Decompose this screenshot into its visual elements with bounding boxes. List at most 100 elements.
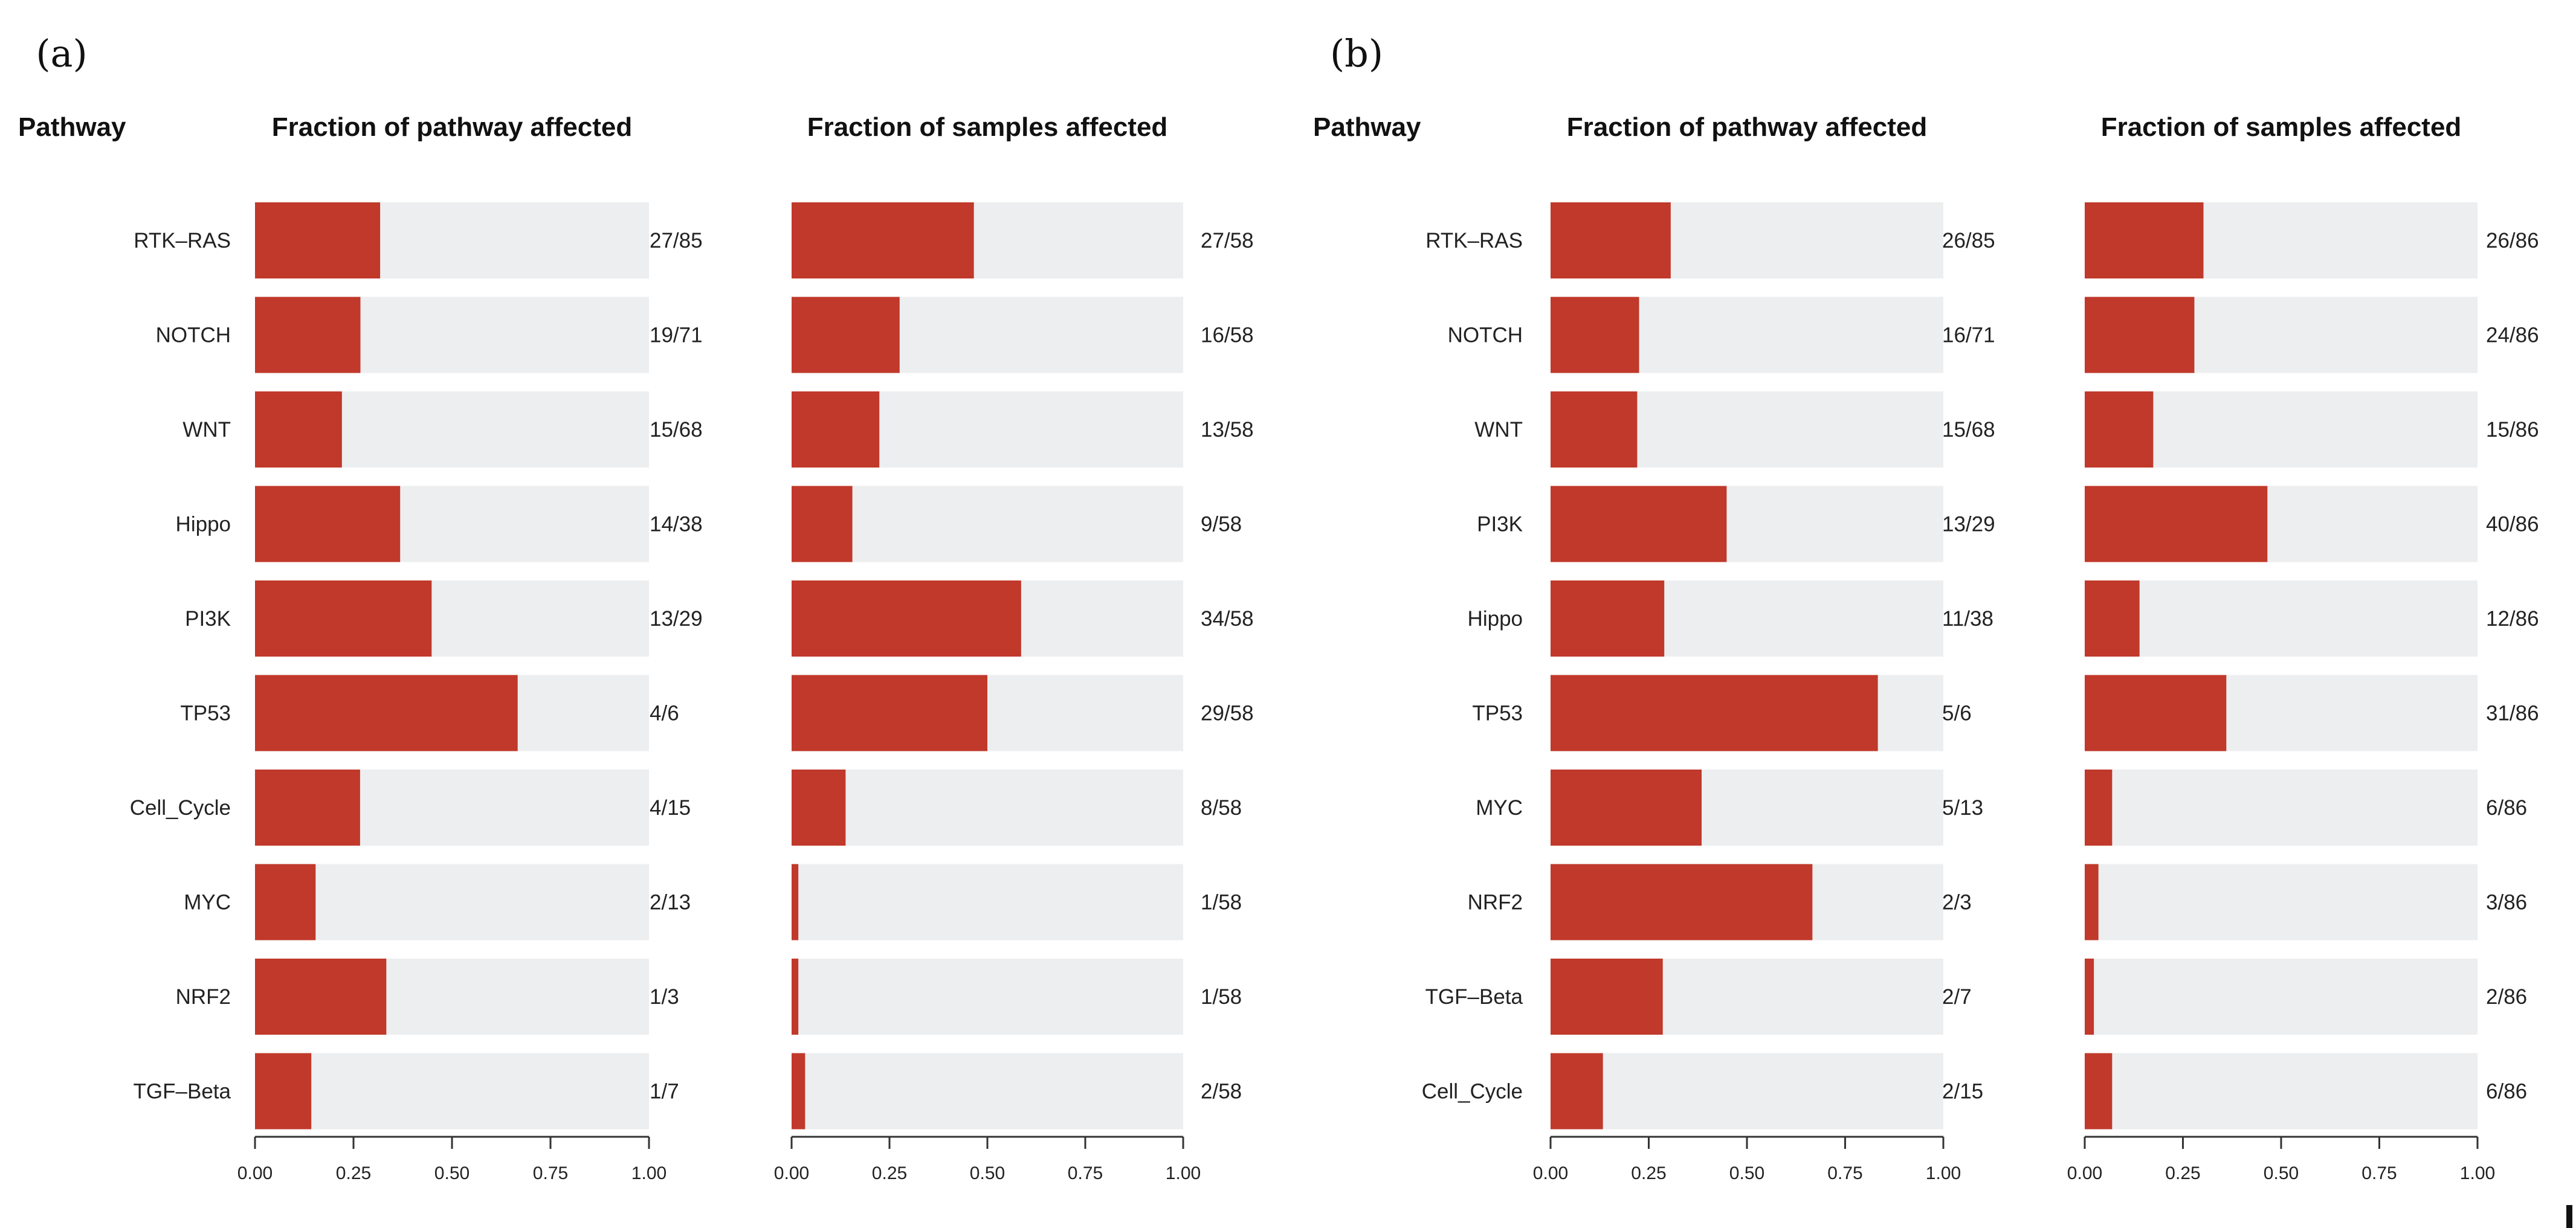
panel-1-series-2-data-label: 9/58 [1201,513,1242,536]
panel-2-series-1-bar [1551,959,1663,1035]
panel-2-series-1-data-label: 2/15 [1942,1080,1983,1104]
panel-2-series-2-bar [2085,770,2113,846]
panel-1-series-1-bar [255,580,432,657]
panel-2-series-2-bar [2085,580,2140,657]
panel-1-series-2-title: Fraction of samples affected [807,112,1168,142]
panel-1-series-2-bar [792,675,987,751]
panel-1-series-2-bar [792,202,974,278]
panel-1-series-1-data-label: 13/29 [650,607,703,631]
panel-1-series-1-bar [255,1053,312,1130]
panel-2-series-1-data-label: 13/29 [1942,513,1995,536]
panel-1-series-2-bar-background [792,1053,1183,1130]
panel-2-series-2-bar-background [2085,770,2478,846]
panel-2-series-2-x-tick-label: 0.75 [2361,1163,2397,1183]
panel-1-series-2-x-tick-label: 0.50 [970,1163,1005,1183]
panel-2-category-label: RTK–RAS [1425,229,1523,252]
panel-1-series-1-data-label: 27/85 [650,229,703,252]
panel-2-series-1-x-tick-label: 0.75 [1827,1163,1862,1183]
panel-1-series-2-x-tick-label: 1.00 [1166,1163,1201,1183]
panel-1-series-1-bar [255,959,387,1035]
panel-1-series-1-bar [255,391,342,468]
panel-2-series-2-data-label: 40/86 [2486,513,2539,536]
panel-2-series-2-bar-background [2085,1053,2478,1130]
panel-2-series-2-bar [2085,297,2195,373]
panel-1-series-1-bar-background [255,864,649,940]
panel-2-category-label: Cell_Cycle [1422,1080,1523,1104]
panel-1-series-1-data-label: 19/71 [650,324,703,347]
panel-2-series-1-data-label: 11/38 [1942,607,1993,631]
panel-2-category-label: MYC [1476,796,1523,820]
panel-2-series-1-bar [1551,580,1665,657]
panel-1-series-2-bar [792,391,880,468]
panel-2-series-2-bar [2085,675,2227,751]
panel-1-series-2-bar [792,486,853,562]
panel-1-category-label: TGF–Beta [134,1080,231,1104]
panel-2-series-2-data-label: 12/86 [2486,607,2539,631]
panel-1-series-2-data-label: 27/58 [1201,229,1254,252]
panel-2-series-2-data-label: 6/86 [2486,796,2527,820]
panel-1-series-1-x-tick-label: 0.50 [434,1163,470,1183]
panel-2-category-label: WNT [1474,418,1523,442]
panel-2-category-label: PI3K [1477,513,1523,536]
panel-2-series-2-data-label: 15/86 [2486,418,2539,442]
panel-1-series-1-data-label: 1/3 [650,985,679,1009]
panel-2-series-2-data-label: 24/86 [2486,324,2539,347]
panel-1-series-1-bar-background [255,1053,649,1130]
panel-2-series-1-data-label: 26/85 [1942,229,1995,252]
panel-1-series-1-data-label: 2/13 [650,891,691,915]
panel-1-series-2-data-label: 29/58 [1201,702,1254,725]
panel-1-series-1-bar [255,486,401,562]
panel-2-category-label: TGF–Beta [1425,985,1523,1009]
panel-2-series-2-bar [2085,864,2099,940]
panel-1-series-2-bar-background [792,770,1183,846]
panel-1-series-2-x-tick-label: 0.25 [872,1163,907,1183]
panel-2-series-1-x-tick-label: 0.25 [1631,1163,1666,1183]
panel-1-series-1-data-label: 14/38 [650,513,703,536]
panel-1-series-2-data-label: 2/58 [1201,1080,1242,1104]
panel-2-series-2-x-tick-label: 0.25 [2165,1163,2200,1183]
panel-2-series-1-bar [1551,770,1702,846]
panel-1-series-1-data-label: 1/7 [650,1080,679,1104]
panel-1-category-label: NOTCH [156,324,231,347]
panel-2-series-1-bar [1551,864,1813,940]
panel-1-series-2-bar [792,297,900,373]
panel-2-series-2-bar [2085,202,2204,278]
panel-1-series-1-x-tick-label: 0.25 [336,1163,371,1183]
panel-2-series-2-bar [2085,391,2154,468]
panel-1-series-2-bar [792,580,1021,657]
panel-1-series-2-x-tick-label: 0.00 [774,1163,809,1183]
panel-2-series-2-data-label: 2/86 [2486,985,2527,1009]
panel-1-series-2-bar-background [792,864,1183,940]
panel-2-series-1-data-label: 5/13 [1942,796,1983,820]
panel-1-category-label: Hippo [176,513,231,536]
panel-1-series-2-bar [792,770,846,846]
panel-1-series-1-data-label: 15/68 [650,418,703,442]
panel-2-series-2-data-label: 6/86 [2486,1080,2527,1104]
edge-mark [2566,1205,2572,1228]
panel-2-series-2-data-label: 26/86 [2486,229,2539,252]
panel-1-series-1-bar [255,770,360,846]
panel-1-series-1-x-tick-label: 0.75 [533,1163,568,1183]
panel-2-series-1-bar [1551,202,1671,278]
panel-2-series-1-title: Fraction of pathway affected [1567,112,1928,142]
panel-2-series-2-data-label: 31/86 [2486,702,2539,725]
panel-2-series-1-data-label: 16/71 [1942,324,1995,347]
panel-1-series-1-x-tick-label: 1.00 [631,1163,667,1183]
panel-1-series-1-x-tick-label: 0.00 [237,1163,273,1183]
panel-2-category-label: NRF2 [1468,891,1523,915]
panel-2-series-1-bar [1551,297,1639,373]
panel-2-series-1-x-tick-label: 0.50 [1729,1163,1764,1183]
panel-2-series-1-data-label: 5/6 [1942,702,1972,725]
panel-2-series-2-x-tick-label: 1.00 [2460,1163,2495,1183]
panel-2-series-2-bar [2085,1053,2113,1130]
panel-1-category-label: Cell_Cycle [130,796,231,820]
panel-1-series-1-data-label: 4/15 [650,796,691,820]
panel-2-series-1-data-label: 15/68 [1942,418,1995,442]
panel-2-series-1-bar [1551,486,1727,562]
panel-2-series-1-bar-background [1551,1053,1943,1130]
panel-1-series-2-data-label: 34/58 [1201,607,1254,631]
panel-2-series-2-x-tick-label: 0.50 [2264,1163,2299,1183]
panel-1-category-label: PI3K [185,607,231,631]
panel-1-series-2-data-label: 13/58 [1201,418,1254,442]
panel-1-series-2-data-label: 1/58 [1201,985,1242,1009]
